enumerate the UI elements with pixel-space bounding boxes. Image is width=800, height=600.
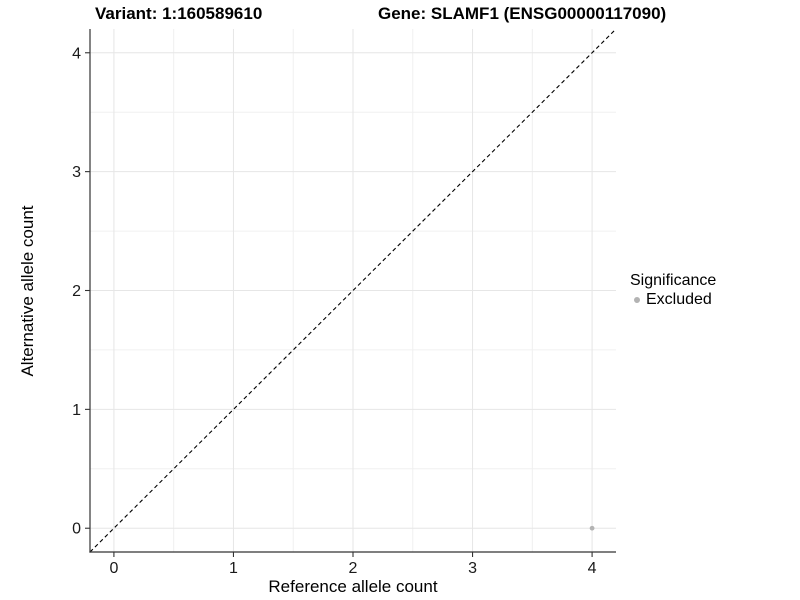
excluded-point-icon [634, 297, 640, 303]
y-tick-label: 0 [72, 521, 81, 538]
y-tick-label: 4 [72, 45, 81, 62]
data-point [589, 525, 595, 531]
identity-line [89, 28, 617, 553]
legend: Significance Excluded [630, 271, 716, 309]
gene-title: Gene: SLAMF1 (ENSG00000117090) [378, 4, 667, 23]
x-tick-label: 4 [588, 560, 597, 577]
legend-item-label: Excluded [646, 291, 712, 308]
y-tick-label: 3 [72, 164, 81, 181]
x-tick-label: 0 [109, 560, 118, 577]
y-axis-title: Alternative allele count [18, 205, 37, 377]
variant-title: Variant: 1:160589610 [95, 4, 263, 23]
x-axis-title: Reference allele count [268, 577, 438, 596]
x-tick-label: 3 [468, 560, 477, 577]
y-tick-label: 1 [72, 402, 81, 419]
x-tick-label: 2 [349, 560, 358, 577]
legend-title: Significance [630, 272, 717, 289]
x-tick-label: 1 [229, 560, 238, 577]
legend-item-excluded: Excluded [630, 291, 716, 309]
y-tick-label: 2 [72, 283, 81, 300]
